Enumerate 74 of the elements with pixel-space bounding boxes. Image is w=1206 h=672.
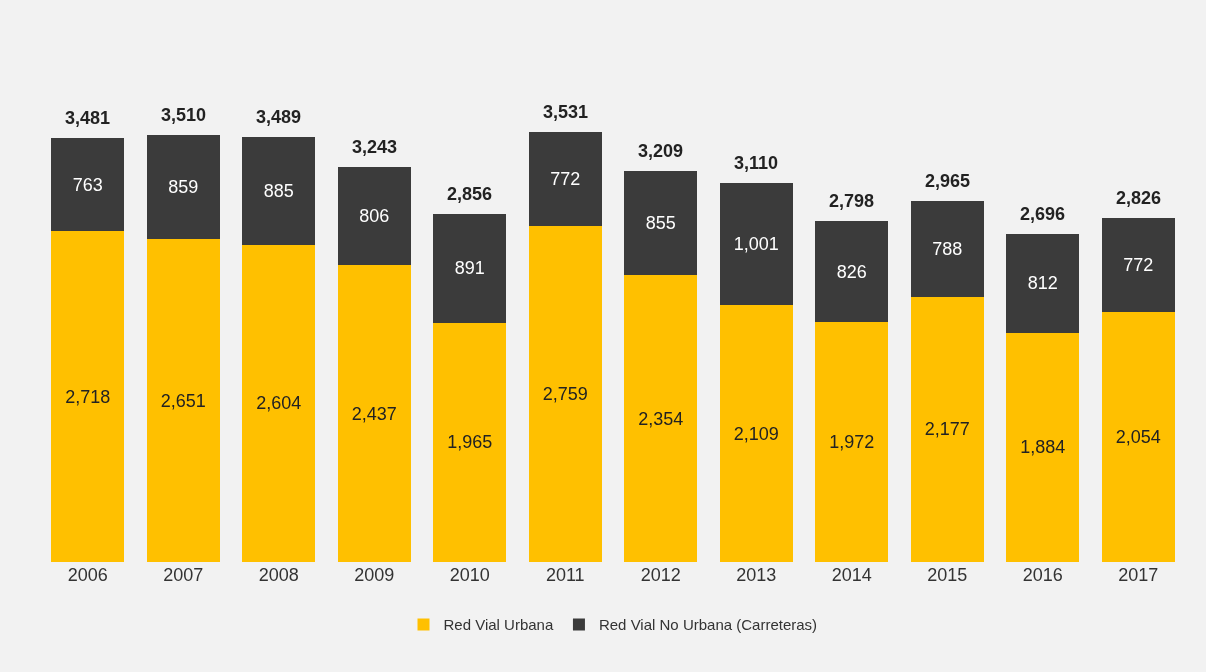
bar [910,200,984,297]
total-label: 3,510 [161,105,207,125]
data-label: 859 [168,176,199,197]
data-label: 855 [645,213,676,234]
bar [719,183,793,306]
x-tick-label: 2014 [831,565,872,585]
data-label: 2,354 [638,408,684,429]
data-label: 772 [550,169,581,190]
data-label: 2,177 [924,419,970,440]
data-label: 1,001 [733,234,779,255]
bar [146,134,220,240]
bar [433,322,507,562]
x-tick-label: 2010 [449,565,490,585]
data-label: 2,718 [65,386,111,407]
bar [624,275,698,562]
x-tick-label: 2013 [736,565,777,585]
x-tick-label: 2012 [640,565,681,585]
total-label: 3,209 [638,141,684,161]
x-tick-label: 2017 [1118,565,1159,585]
x-tick-label: 2011 [545,565,585,585]
bar [1101,311,1175,562]
x-tick-label: 2006 [67,565,108,585]
total-label: 2,856 [447,184,493,204]
x-tick-label: 2016 [1022,565,1063,585]
data-label: 788 [932,238,963,259]
x-tick-label: 2007 [163,565,204,585]
bar [1006,332,1080,562]
total-label: 3,110 [734,153,779,173]
x-tick-label: 2008 [258,565,299,585]
data-label: 1,972 [829,431,875,452]
bar [146,239,220,562]
data-label: 2,651 [160,390,206,411]
bar [815,321,889,562]
data-label: 2,109 [733,423,779,444]
total-label: 3,243 [352,137,398,157]
data-label: 2,054 [1115,426,1161,447]
x-tick-label: 2015 [927,565,968,585]
bar [719,305,793,562]
total-label: 3,531 [543,102,589,122]
data-label: 1,965 [447,432,493,453]
bar [242,244,316,562]
data-label: 2,437 [351,403,397,424]
bar [337,265,411,562]
data-label: 826 [836,261,867,282]
bar [1006,233,1080,333]
bar [51,231,125,562]
total-label: 2,696 [1020,204,1066,224]
bar [528,226,602,562]
data-label: 891 [454,258,485,279]
x-tick-label: 2009 [354,565,395,585]
data-label: 2,604 [256,393,302,414]
legend-label: Red Vial No Urbana (Carreteras) [598,616,818,634]
bar [51,138,125,232]
bar [528,132,602,227]
total-label: 3,481 [65,108,111,128]
data-label: 772 [1123,254,1154,275]
data-label: 2,759 [542,384,588,405]
total-label: 2,826 [1116,188,1162,208]
data-label: 806 [359,206,390,227]
data-label: 885 [263,181,294,201]
data-label: 763 [72,174,103,195]
bar [1101,217,1175,312]
data-label: 812 [1027,273,1058,294]
bar [337,167,411,266]
legend-label: Red Vial Urbana [443,616,554,634]
total-label: 2,965 [925,171,971,191]
bar [624,171,698,276]
total-label: 3,489 [256,107,302,127]
bar [815,221,889,322]
bar [910,296,984,562]
bar [242,137,316,245]
total-label: 2,798 [829,191,875,211]
data-label: 1,884 [1020,437,1066,458]
bar [433,214,507,323]
